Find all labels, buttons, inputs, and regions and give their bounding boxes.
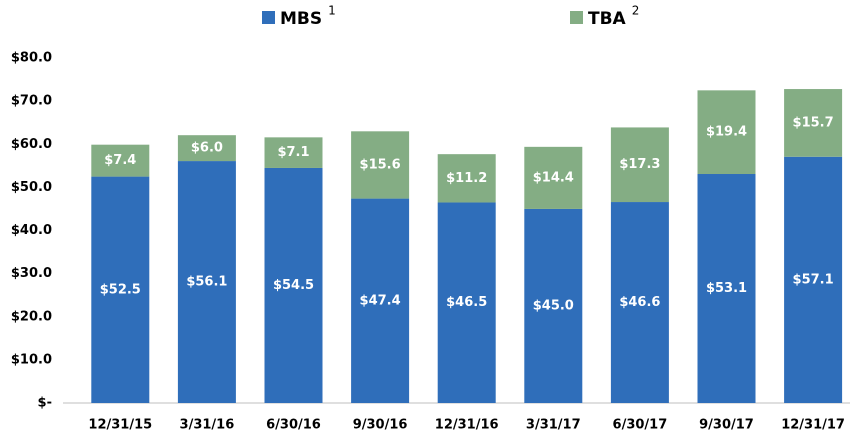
value-label: $46.6 bbox=[619, 295, 660, 310]
value-label: $7.1 bbox=[277, 145, 309, 160]
bar-segment bbox=[264, 137, 323, 168]
value-label: $11.2 bbox=[446, 171, 487, 186]
legend-note: 1 bbox=[328, 4, 336, 18]
bar-segment bbox=[784, 156, 843, 403]
bar-segment bbox=[524, 146, 583, 209]
value-label: $14.4 bbox=[533, 170, 574, 185]
y-tick-label: $20.0 bbox=[11, 309, 52, 324]
value-label: $15.6 bbox=[360, 157, 401, 172]
value-label: $56.1 bbox=[186, 275, 227, 290]
y-tick-label: $80.0 bbox=[11, 51, 52, 66]
bar-segment bbox=[697, 90, 756, 175]
legend-swatch bbox=[262, 11, 275, 24]
bar-segment bbox=[351, 131, 410, 199]
legend-swatch bbox=[570, 11, 583, 24]
bar-segment bbox=[437, 154, 496, 203]
bar-segment bbox=[177, 135, 236, 162]
x-tick-label: 12/31/17 bbox=[781, 418, 845, 433]
value-label: $57.1 bbox=[793, 272, 834, 287]
value-label: $46.5 bbox=[446, 295, 487, 310]
y-tick-label: $60.0 bbox=[11, 137, 52, 152]
value-label: $6.0 bbox=[191, 141, 223, 156]
y-tick-label: $70.0 bbox=[11, 94, 52, 109]
y-tick-label: $- bbox=[38, 396, 52, 411]
value-label: $7.4 bbox=[104, 153, 136, 168]
x-tick-label: 9/30/16 bbox=[353, 418, 408, 433]
bar-segment bbox=[91, 144, 150, 177]
x-tick-label: 3/31/16 bbox=[180, 418, 235, 433]
bar-segment bbox=[610, 127, 669, 203]
x-tick-label: 6/30/16 bbox=[266, 418, 321, 433]
bar-segment bbox=[610, 202, 669, 403]
bar-segment bbox=[784, 89, 843, 157]
x-tick-label: 12/31/15 bbox=[88, 418, 152, 433]
value-label: $15.7 bbox=[793, 115, 834, 130]
y-tick-label: $10.0 bbox=[11, 352, 52, 367]
value-label: $45.0 bbox=[533, 298, 574, 313]
legend-label: TBA bbox=[588, 9, 627, 29]
value-label: $53.1 bbox=[706, 281, 747, 296]
x-tick-label: 12/31/16 bbox=[435, 418, 499, 433]
y-tick-label: $30.0 bbox=[11, 266, 52, 281]
bar-segment bbox=[91, 176, 150, 403]
value-label: $54.5 bbox=[273, 278, 314, 293]
bar-segment bbox=[524, 208, 583, 403]
legend-label: MBS bbox=[280, 9, 322, 29]
value-label: $47.4 bbox=[360, 293, 401, 308]
value-label: $17.3 bbox=[619, 157, 660, 172]
bar-segment bbox=[697, 174, 756, 403]
x-tick-label: 3/31/17 bbox=[526, 418, 581, 433]
y-tick-label: $50.0 bbox=[11, 180, 52, 195]
bar-segment bbox=[177, 161, 236, 403]
x-tick-label: 9/30/17 bbox=[699, 418, 754, 433]
bar-segment bbox=[264, 167, 323, 403]
x-tick-label: 6/30/17 bbox=[613, 418, 668, 433]
value-label: $52.5 bbox=[100, 282, 141, 297]
bar-segment bbox=[351, 198, 410, 403]
bar-segment bbox=[437, 202, 496, 403]
y-tick-label: $40.0 bbox=[11, 223, 52, 238]
legend-note: 2 bbox=[632, 4, 640, 18]
value-label: $19.4 bbox=[706, 125, 747, 140]
